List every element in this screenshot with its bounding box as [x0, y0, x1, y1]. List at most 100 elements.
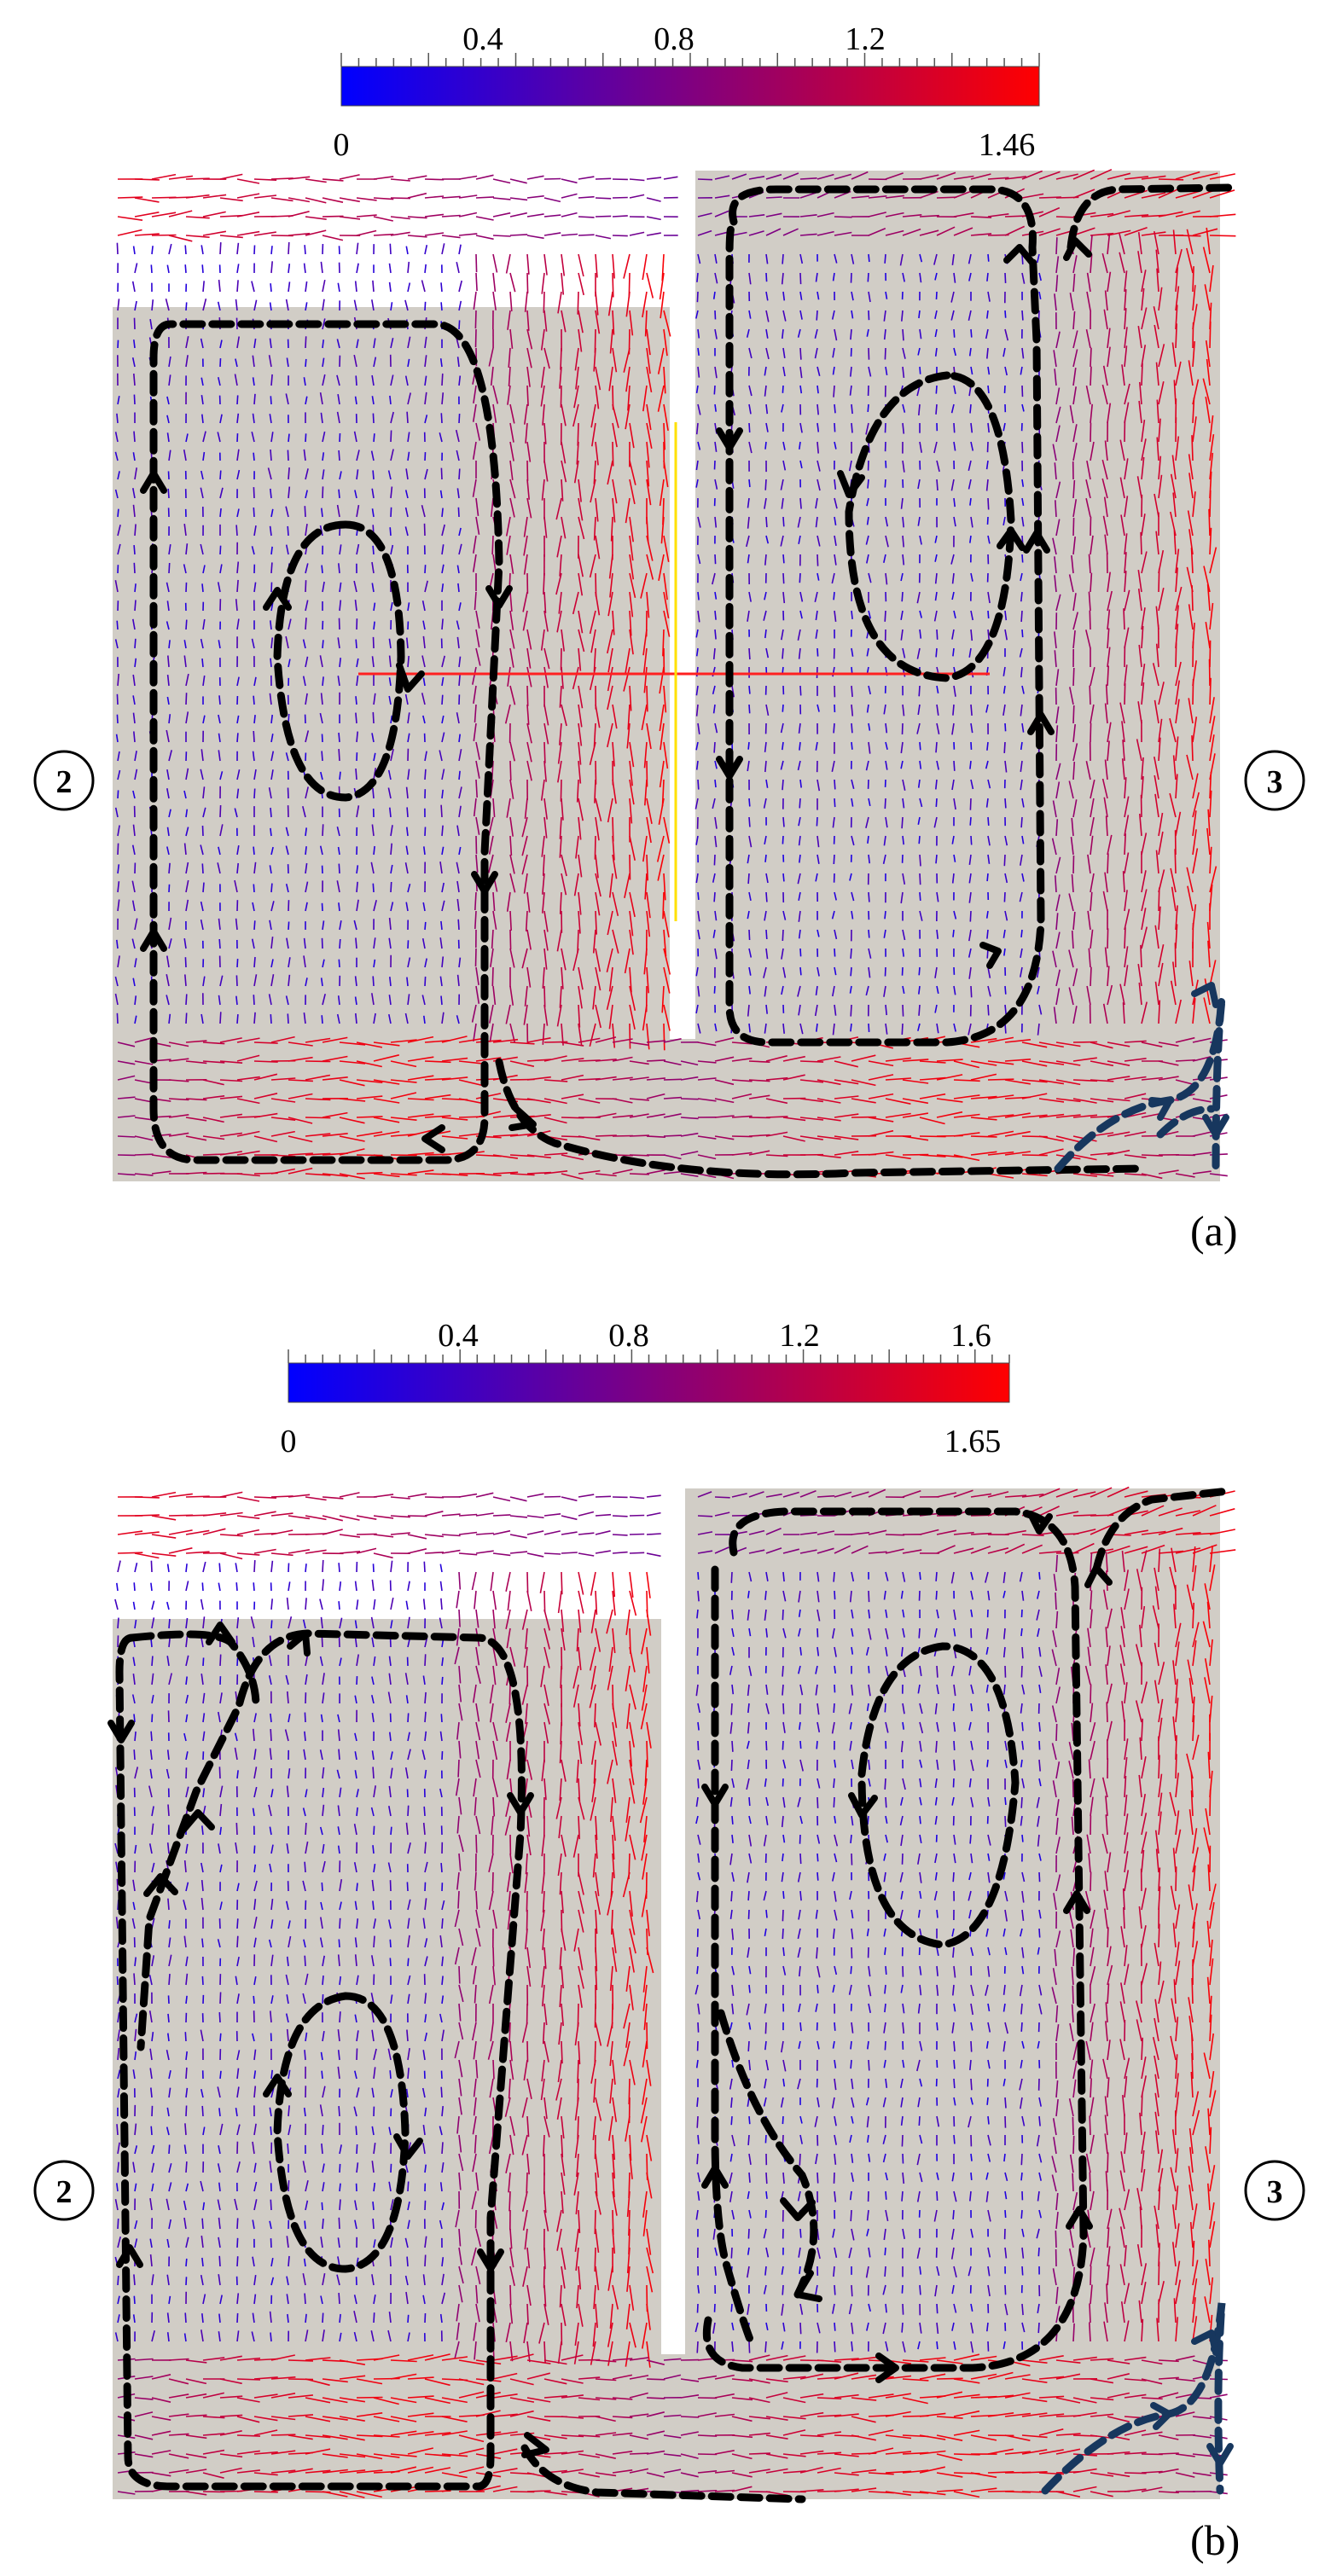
velocity-vector-a [936, 460, 940, 473]
velocity-vector-a [935, 854, 938, 864]
velocity-vector-a [1141, 833, 1148, 856]
velocity-vector-a [543, 666, 549, 688]
velocity-vector-a [305, 693, 308, 705]
velocity-vector-b [834, 1590, 836, 1600]
velocity-vector-b [935, 1740, 938, 1753]
velocity-vector-b [151, 1515, 177, 1521]
velocity-vector-a [117, 216, 143, 221]
velocity-vector-a [642, 629, 648, 656]
velocity-vector-a [1172, 229, 1177, 255]
velocity-vector-a [561, 798, 564, 821]
velocity-vector-a [834, 891, 837, 901]
velocity-vector-b [253, 1582, 255, 1592]
velocity-vector-a [253, 676, 257, 687]
velocity-vector-a [458, 805, 462, 818]
velocity-vector-a [1086, 460, 1091, 480]
velocity-vector-a [236, 336, 240, 349]
velocity-vector-a [253, 730, 255, 743]
velocity-vector-a [441, 789, 444, 799]
velocity-vector-a [305, 730, 310, 743]
velocity-vector-a [851, 741, 853, 750]
velocity-vector-a [1171, 886, 1177, 912]
velocity-vector-a [868, 212, 886, 218]
velocity-vector-a [523, 516, 528, 537]
velocity-vector-b [134, 1563, 138, 1573]
velocity-vector-a [595, 704, 601, 728]
velocity-vector-a [1154, 324, 1159, 349]
velocity-vector-a [219, 487, 224, 499]
velocity-vector-a [642, 385, 648, 412]
velocity-vector-a [458, 194, 478, 199]
velocity-vector-b [817, 1627, 819, 1638]
velocity-vector-a [338, 732, 340, 743]
velocity-vector-a [659, 666, 665, 694]
velocity-vector-a [1107, 571, 1111, 593]
velocity-vector-a [592, 929, 596, 954]
velocity-vector-a [797, 873, 801, 885]
velocity-vector-a [697, 891, 700, 900]
velocity-vector-a [183, 523, 187, 537]
velocity-vector-a [355, 375, 357, 386]
velocity-vector-a [236, 959, 239, 968]
velocity-vector-a [834, 253, 838, 264]
velocity-vector-a [1004, 610, 1008, 621]
velocity-vector-a [1101, 459, 1108, 480]
velocity-vector-a [765, 779, 769, 788]
velocity-vector-a [1141, 889, 1148, 912]
velocity-vector-a [201, 659, 204, 668]
velocity-vector-a [338, 902, 340, 912]
velocity-vector-a [218, 938, 221, 949]
velocity-vector-a [185, 194, 210, 199]
velocity-vector-a [748, 891, 752, 902]
velocity-vector-a [441, 235, 461, 239]
velocity-vector-a [236, 1014, 239, 1024]
velocity-vector-a [1124, 890, 1128, 912]
velocity-vector-b [338, 1601, 340, 1610]
velocity-vector-a [506, 535, 511, 555]
velocity-vector-a [404, 507, 409, 518]
velocity-vector-b [834, 1684, 836, 1693]
velocity-vector-a [116, 242, 119, 255]
velocity-vector-a [509, 816, 514, 837]
velocity-vector-a [555, 572, 562, 595]
colorbar-b-tick-label: 0.8 [608, 1318, 649, 1354]
velocity-vector-a [1004, 910, 1008, 921]
velocity-vector-a [851, 779, 855, 789]
velocity-vector-a [337, 676, 340, 687]
velocity-vector-a [116, 693, 119, 705]
velocity-vector-a [1141, 607, 1146, 630]
velocity-vector-a [492, 798, 496, 818]
velocity-vector-a [834, 479, 837, 490]
velocity-vector-a [1090, 835, 1094, 856]
velocity-vector-a [288, 176, 311, 180]
velocity-vector-a [642, 647, 648, 675]
velocity-vector-a [1206, 827, 1211, 856]
velocity-vector-a [356, 504, 360, 518]
velocity-vector-a [253, 846, 255, 856]
velocity-vector-a [1119, 252, 1125, 274]
velocity-vector-b [166, 1564, 170, 1573]
velocity-vector-a [697, 441, 701, 450]
velocity-vector-a [1085, 385, 1091, 405]
velocity-vector-a [629, 479, 636, 505]
velocity-vector-a [589, 741, 596, 765]
velocity-vector-a [1020, 366, 1023, 375]
velocity-vector-a [540, 629, 545, 651]
velocity-vector-a [1021, 385, 1024, 397]
velocity-vector-a [526, 760, 532, 781]
velocity-vector-a [117, 843, 119, 856]
velocity-vector-a [336, 504, 340, 518]
velocity-vector-a [866, 647, 869, 657]
velocity-vector-a [1086, 272, 1091, 293]
velocity-vector-a [1209, 264, 1214, 293]
velocity-vector-a [561, 854, 567, 877]
velocity-vector-a [114, 489, 119, 499]
velocity-vector-a [526, 175, 544, 180]
velocity-vector-a [902, 704, 905, 717]
velocity-vector-a [424, 213, 445, 218]
velocity-vector-a [1175, 361, 1182, 386]
velocity-vector-a [866, 704, 869, 713]
velocity-vector-a [218, 279, 221, 293]
velocity-vector-b [782, 1703, 785, 1714]
velocity-vector-a [1054, 368, 1057, 386]
